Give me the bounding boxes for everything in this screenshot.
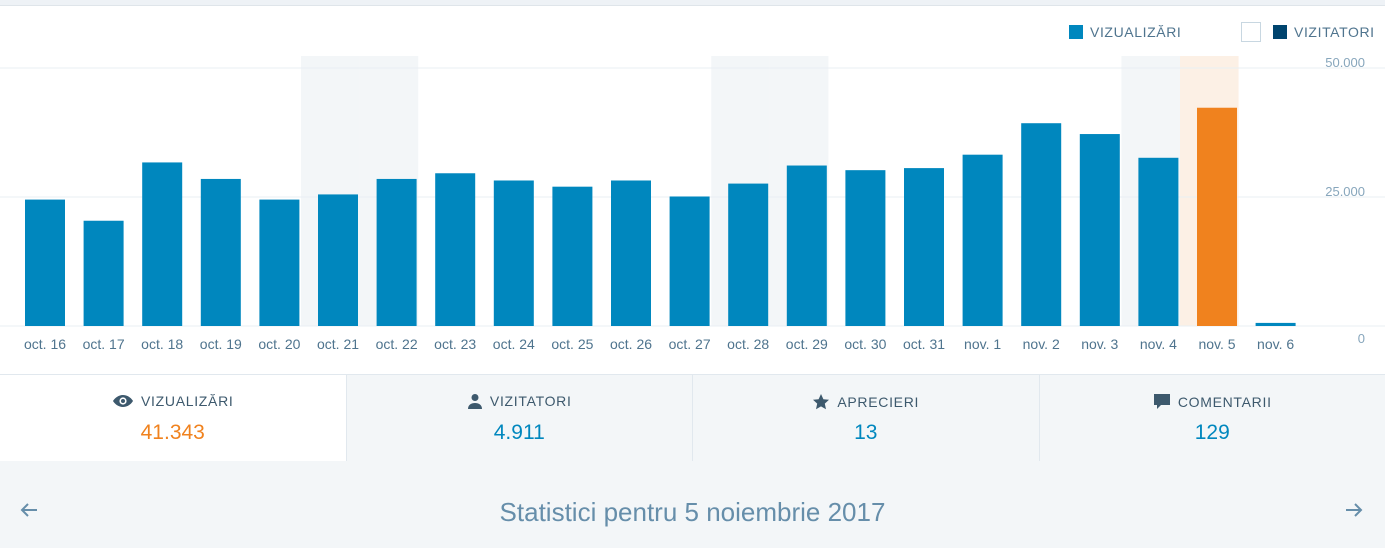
x-tick-label-16: nov. 1 (964, 336, 1001, 352)
bar-3 (200, 178, 241, 326)
tab-comments-label: COMENTARII (1177, 394, 1272, 410)
chart-x-labels: oct. 16 oct. 17 oct. 18 oct. 19 oct. 20 oct. … (24, 336, 1294, 352)
legend-visitors-swatch (1273, 25, 1287, 39)
chart-bars (25, 107, 1296, 326)
star-icon (813, 394, 830, 410)
bar-14 (845, 170, 886, 326)
tab-views-value: 41.343 (140, 421, 205, 444)
x-tick-label-1: oct. 17 (83, 336, 125, 352)
bar-1 (83, 220, 124, 326)
tab-visitors[interactable]: VIZITATORI 4.911 (345, 375, 693, 461)
x-tick-label-0: oct. 16 (24, 336, 66, 352)
next-period-arrow-icon[interactable] (1342, 498, 1366, 522)
previous-period-arrow-icon[interactable] (17, 498, 41, 522)
bar-15 (904, 168, 944, 326)
tab-comments[interactable]: COMENTARII 129 (1038, 375, 1385, 461)
bar-6 (376, 178, 417, 326)
comment-icon (1153, 394, 1170, 409)
legend-visitors-toggle-checkbox[interactable] (1241, 22, 1261, 42)
tab-visitors-header: VIZITATORI (347, 393, 693, 409)
bar-7 (435, 173, 476, 326)
tab-comments-value: 129 (1194, 421, 1230, 444)
x-tick-label-13: oct. 29 (786, 336, 828, 352)
bar-8 (493, 180, 534, 326)
bar-20 (1197, 107, 1237, 326)
tab-likes-header: APRECIERI (693, 393, 1039, 411)
tab-views-header: VIZUALIZĂRI (0, 393, 346, 409)
bar-16 (962, 154, 1003, 326)
stats-tabs: VIZUALIZĂRI 41.343 VIZITATORI 4.911 APRE… (0, 374, 1385, 462)
x-tick-label-2: oct. 18 (141, 336, 183, 352)
x-tick-label-18: nov. 3 (1081, 336, 1118, 352)
bar-12 (728, 183, 769, 326)
x-tick-label-9: oct. 25 (551, 336, 593, 352)
legend-views: VIZUALIZĂRI (1069, 22, 1181, 42)
y-tick-label-2: 50.000 (1325, 56, 1365, 70)
bar-2 (142, 162, 183, 326)
eye-icon (113, 395, 133, 407)
bar-4 (259, 199, 300, 326)
y-tick-label-1: 25.000 (1325, 184, 1365, 199)
x-tick-label-21: nov. 6 (1257, 336, 1294, 352)
bar-9 (552, 186, 593, 326)
tab-views[interactable]: VIZUALIZĂRI 41.343 (0, 375, 346, 461)
legend-views-swatch (1069, 25, 1083, 39)
tab-comments-header: COMENTARII (1040, 393, 1385, 411)
tab-visitors-label: VIZITATORI (489, 393, 572, 409)
bar-10 (611, 180, 651, 326)
bar-11 (669, 196, 710, 326)
legend-visitors-label: VIZITATORI (1294, 24, 1375, 40)
x-tick-label-19: nov. 4 (1140, 336, 1177, 352)
chart-y-labels: 0 25.000 50.000 (1325, 56, 1365, 346)
bar-5 (318, 194, 358, 326)
person-icon (467, 394, 482, 409)
period-title: Statistici pentru 5 noiembrie 2017 (499, 497, 886, 527)
x-tick-label-8: oct. 24 (493, 336, 535, 352)
bar-21 (1255, 322, 1296, 326)
tab-likes-value: 13 (854, 421, 878, 444)
legend-views-label: VIZUALIZĂRI (1090, 24, 1182, 40)
tab-visitors-value: 4.911 (493, 421, 545, 444)
bar-19 (1138, 157, 1179, 326)
chart-legend: VIZUALIZĂRI VIZITATORI (1045, 22, 1385, 42)
bar-0 (25, 199, 65, 326)
tab-likes[interactable]: APRECIERI 13 (692, 375, 1039, 461)
y-tick-label-0: 0 (1358, 331, 1365, 346)
bar-chart: oct. 16 oct. 17 oct. 18 oct. 19 oct. 20 oct. … (0, 56, 1385, 352)
x-tick-label-17: nov. 2 (1023, 336, 1060, 352)
x-tick-label-4: oct. 20 (258, 336, 300, 352)
bar-18 (1079, 134, 1120, 326)
x-tick-label-6: oct. 22 (376, 336, 418, 352)
bar-13 (786, 165, 827, 326)
top-border (0, 0, 1385, 6)
x-tick-label-15: oct. 31 (903, 336, 945, 352)
date-navigation-footer: Statistici pentru 5 noiembrie 2017 (0, 461, 1385, 548)
x-tick-label-10: oct. 26 (610, 336, 652, 352)
legend-visitors: VIZITATORI (1273, 22, 1375, 42)
x-tick-label-7: oct. 23 (434, 336, 476, 352)
x-tick-label-11: oct. 27 (669, 336, 711, 352)
x-tick-label-3: oct. 19 (200, 336, 242, 352)
tab-views-label: VIZUALIZĂRI (141, 393, 234, 409)
tab-likes-label: APRECIERI (837, 394, 920, 410)
x-tick-label-20: nov. 5 (1198, 336, 1235, 352)
x-tick-label-5: oct. 21 (317, 336, 359, 352)
bar-17 (1021, 123, 1062, 326)
x-tick-label-14: oct. 30 (844, 336, 886, 352)
x-tick-label-12: oct. 28 (727, 336, 769, 352)
